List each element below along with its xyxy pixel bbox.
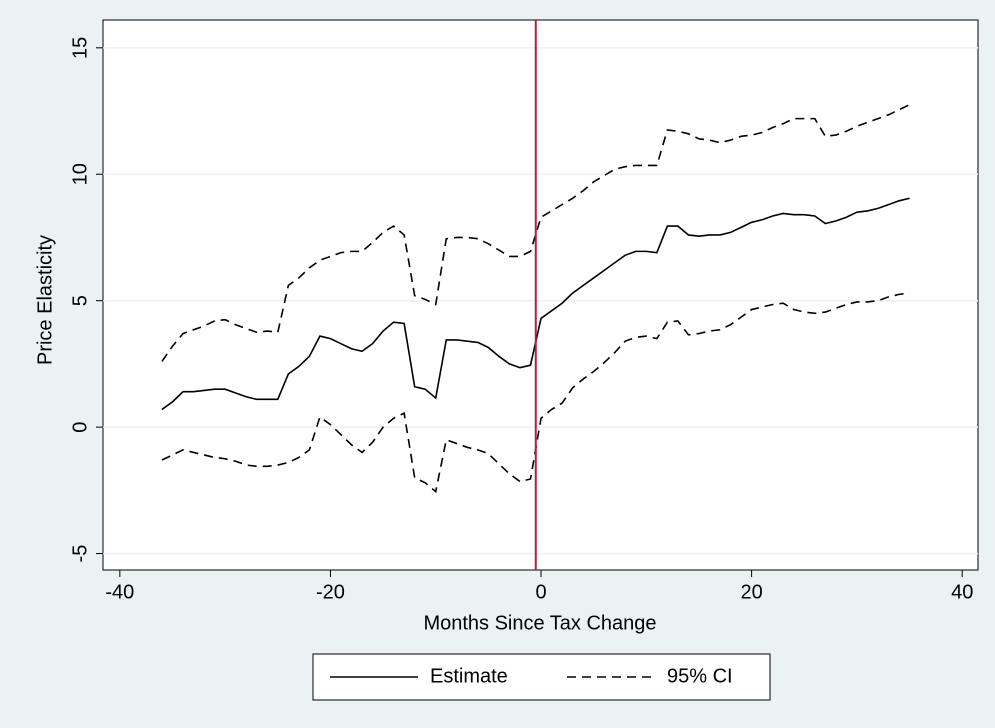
x-tick-label: -20 <box>316 581 345 603</box>
y-tick-label: 5 <box>69 295 91 306</box>
y-tick-label: 10 <box>69 163 91 185</box>
x-tick-label: 0 <box>535 581 546 603</box>
y-tick-label: -5 <box>69 545 91 563</box>
x-tick-label: -40 <box>105 581 134 603</box>
x-tick-label: 40 <box>951 581 973 603</box>
legend-label: Estimate <box>430 665 508 687</box>
x-axis-label: Months Since Tax Change <box>423 612 656 634</box>
y-tick-label: 0 <box>69 422 91 433</box>
y-axis-label: Price Elasticity <box>34 235 56 365</box>
plot-area <box>102 19 979 571</box>
y-tick-label: 15 <box>69 37 91 59</box>
series-line <box>161 103 910 362</box>
x-tick-label: 20 <box>740 581 762 603</box>
legend-label: 95% CI <box>667 665 733 687</box>
